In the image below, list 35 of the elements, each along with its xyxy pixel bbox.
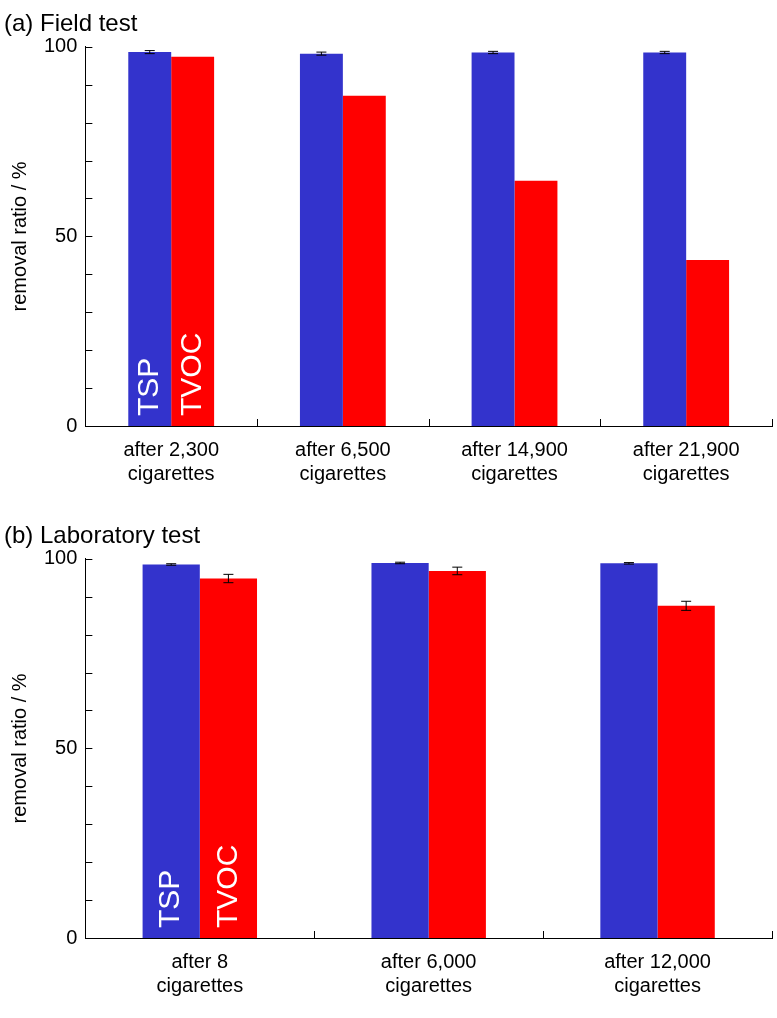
bar: [686, 259, 730, 426]
bar: [128, 52, 172, 426]
chart-title: (a) Field test: [4, 9, 138, 37]
y-axis-title: removal ratio / %: [7, 161, 30, 312]
bar: [471, 52, 515, 426]
x-tick-label: after 6,000 cigarettes: [380, 949, 477, 996]
series-label: TSP: [131, 357, 165, 416]
bar: [142, 564, 200, 938]
y-tick-label: 50: [55, 223, 78, 246]
y-tick-label: 0: [66, 413, 78, 436]
series-label: TSP: [152, 869, 186, 928]
bar: [342, 95, 386, 426]
y-tick-label: 0: [66, 925, 78, 948]
bar: [657, 605, 715, 938]
bar: [514, 180, 558, 426]
chart-title: (b) Laboratory test: [4, 521, 201, 549]
y-tick-label: 50: [55, 735, 78, 758]
x-tick-label: after 8 cigarettes: [156, 949, 244, 996]
bar: [199, 578, 258, 938]
bar: [299, 53, 343, 426]
x-tick-label: after 6,500 cigarettes: [295, 437, 391, 484]
y-tick-label: 100: [43, 34, 78, 57]
bar: [171, 56, 215, 426]
series-label: TVOC: [209, 844, 243, 928]
y-axis-title: removal ratio / %: [7, 673, 30, 824]
x-tick-label: after 14,900 cigarettes: [461, 437, 568, 484]
bar: [428, 570, 486, 938]
x-tick-label: after 21,900 cigarettes: [632, 437, 740, 484]
series-label: TVOC: [173, 332, 207, 416]
bar: [600, 563, 658, 938]
x-tick-label: after 2,300 cigarettes: [123, 437, 220, 484]
bar: [371, 562, 429, 938]
y-tick-label: 100: [43, 546, 78, 569]
bar: [643, 52, 687, 426]
x-tick-label: after 12,000 cigarettes: [604, 949, 711, 996]
